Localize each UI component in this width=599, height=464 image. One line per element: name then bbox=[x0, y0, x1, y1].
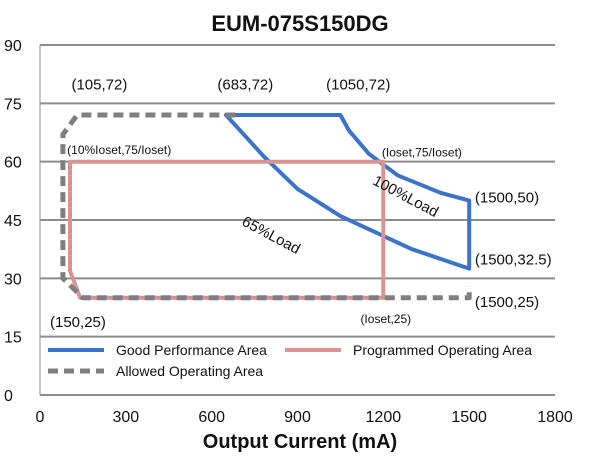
annotations: (105,72) (683,72) (1050,72) (10%Ioset,75/Io… bbox=[50, 77, 552, 331]
annotation-label: (683,72) bbox=[217, 77, 273, 94]
x-tick-label: 0 bbox=[36, 409, 45, 426]
y-tick-label: 75 bbox=[4, 96, 22, 113]
series-good-performance-area bbox=[224, 113, 472, 271]
x-axis-label: Output Current (mA) bbox=[203, 431, 397, 453]
chart-title: EUM-075S150DG bbox=[211, 11, 388, 36]
x-tick-label: 900 bbox=[284, 409, 311, 426]
annotation-label: (105,72) bbox=[71, 77, 127, 94]
series-layer bbox=[60, 112, 472, 301]
legend-label: Good Performance Area bbox=[116, 342, 267, 358]
annotation-label: (Ioset,75/Ioset) bbox=[382, 146, 462, 160]
legend-label: Allowed Operating Area bbox=[116, 363, 263, 379]
legend: Good Performance Area Programmed Operatin… bbox=[48, 342, 532, 379]
annotation-label: (1050,72) bbox=[326, 77, 390, 94]
y-tick-label: 30 bbox=[4, 271, 22, 288]
x-tick-label: 1500 bbox=[451, 409, 487, 426]
annotation-label: (Ioset,25) bbox=[360, 312, 411, 326]
x-tick-label: 1200 bbox=[366, 409, 402, 426]
annotation-label: (10%Ioset,75/Ioset) bbox=[67, 143, 171, 157]
y-tick-label: 45 bbox=[4, 213, 22, 230]
x-tick-label: 300 bbox=[112, 409, 139, 426]
x-tick-label: 1800 bbox=[537, 409, 573, 426]
annotation-label: (1500,25) bbox=[475, 294, 539, 311]
legend-label: Programmed Operating Area bbox=[353, 342, 532, 358]
series-allowed-operating-area bbox=[60, 112, 472, 301]
annotation-label: (1500,32.5) bbox=[475, 252, 552, 269]
y-tick-label: 15 bbox=[4, 330, 22, 347]
annotation-label: (150,25) bbox=[50, 314, 106, 331]
x-tick-label: 600 bbox=[198, 409, 225, 426]
y-tick-label: 0 bbox=[4, 388, 13, 405]
annotation-label: (1500,50) bbox=[475, 190, 539, 207]
y-tick-label: 90 bbox=[4, 38, 22, 55]
y-tick-label: 60 bbox=[4, 155, 22, 172]
